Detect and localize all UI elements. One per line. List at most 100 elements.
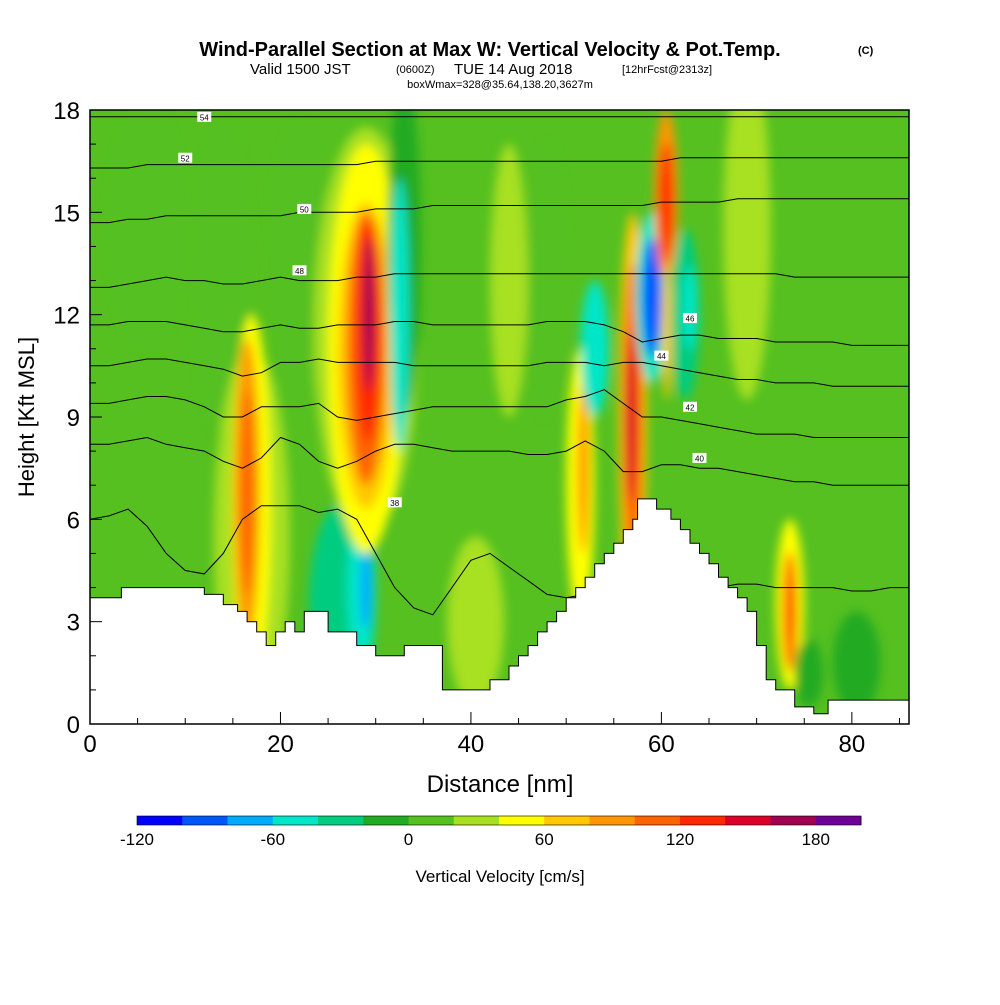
colorbar-tick-label: 120 xyxy=(666,830,694,849)
isentrope-label: 48 xyxy=(295,267,304,276)
isentrope-label: 42 xyxy=(686,403,695,412)
colorbar-frame xyxy=(136,815,862,826)
isentrope-label-bg xyxy=(197,111,212,122)
colorbar-tick-label: 0 xyxy=(404,830,413,849)
subtitle-forecast: [12hrFcst@2313z] xyxy=(622,64,712,76)
isentrope-label-bg xyxy=(297,203,312,214)
colorbar-swatch xyxy=(589,816,636,825)
colorbar-swatch xyxy=(499,816,545,825)
isentrope-label-bg xyxy=(387,497,402,508)
velocity-cell xyxy=(662,263,672,400)
isentrope-labels: 38 40 42 44 46 48 50 52 54 xyxy=(178,111,707,508)
isentrope-line xyxy=(90,157,909,169)
y-tick-label: 0 xyxy=(67,712,80,739)
isentrope-line xyxy=(90,505,909,616)
colorbar-tick-label: 60 xyxy=(535,830,554,849)
x-tick-label: 60 xyxy=(648,731,675,758)
velocity-cell xyxy=(194,127,252,435)
velocity-cell xyxy=(363,237,375,392)
isentrope-label: 50 xyxy=(300,205,309,214)
isentrope-label: 54 xyxy=(200,113,209,122)
velocity-cell xyxy=(642,237,662,358)
colorbar-swatch xyxy=(363,816,409,825)
isentrope-label: 38 xyxy=(390,499,399,508)
y-axis: 0 3 6 9 12 15 18 xyxy=(53,98,102,739)
colorbar-swatch xyxy=(544,816,590,825)
colorbar-swatch xyxy=(227,816,274,825)
y-tick-label: 9 xyxy=(67,405,80,432)
y-axis-label: Height [Kft MSL] xyxy=(14,337,39,497)
isentrope-label: 40 xyxy=(695,454,704,463)
velocity-cell xyxy=(240,389,254,595)
velocity-cell xyxy=(389,178,410,452)
isentrope-line xyxy=(90,389,909,438)
velocity-cell xyxy=(723,110,771,400)
colorbar-swatch xyxy=(815,816,862,825)
velocity-cell xyxy=(832,611,881,714)
y-tick-label: 18 xyxy=(53,98,80,125)
velocity-cell xyxy=(782,551,798,672)
subtitle-valid: Valid 1500 JST xyxy=(250,61,351,78)
y-tick-label: 12 xyxy=(53,303,80,330)
colorbar-swatch xyxy=(318,816,364,825)
colorbar-label: Vertical Velocity [cm/s] xyxy=(415,867,584,886)
chart-title: Wind-Parallel Section at Max W: Vertical… xyxy=(199,39,780,61)
velocity-cell xyxy=(580,280,610,417)
colorbar-swatch xyxy=(680,816,726,825)
colorbar-swatch xyxy=(408,816,455,825)
isentrope-label-bg xyxy=(178,152,193,163)
x-tick-label: 20 xyxy=(267,731,294,758)
colorbar-tick-label: -120 xyxy=(120,830,154,849)
isentrope-label: 44 xyxy=(657,352,666,361)
velocity-cell xyxy=(794,638,824,707)
isentrope-line xyxy=(90,198,909,224)
isentrope-line xyxy=(90,273,909,288)
chart-title-suffix: (C) xyxy=(858,45,874,57)
velocity-cell xyxy=(577,382,590,554)
y-tick-label: 15 xyxy=(53,200,80,227)
isentrope-label: 46 xyxy=(686,315,695,324)
colorbar-swatch xyxy=(182,816,228,825)
isentrope-line xyxy=(90,358,909,387)
terrain-mask xyxy=(90,498,909,724)
x-tick-label: 40 xyxy=(458,731,485,758)
velocity-field xyxy=(109,110,881,724)
colorbar-swatch xyxy=(453,816,500,825)
isentrope-label-bg xyxy=(692,452,707,463)
y-tick-label: 3 xyxy=(67,610,80,637)
colorbar-swatch xyxy=(725,816,771,825)
isentrope-label-bg xyxy=(292,265,307,276)
isentrope-label: 52 xyxy=(181,154,190,163)
subtitle-utc: (0600Z) xyxy=(396,64,435,76)
isentrope-line xyxy=(90,436,909,486)
isentrope-line xyxy=(90,321,909,346)
velocity-cell xyxy=(625,331,637,503)
velocity-cell xyxy=(528,144,567,418)
colorbar-tick-label: 180 xyxy=(802,830,830,849)
colorbar-swatch xyxy=(137,816,183,825)
colorbar-swatch xyxy=(634,816,681,825)
velocity-cell xyxy=(109,110,186,349)
box-info: boxWmax=328@35.64,138.20,3627m xyxy=(407,79,593,91)
velocity-cell xyxy=(360,544,372,631)
x-tick-label: 0 xyxy=(83,731,96,758)
isentrope-label-bg xyxy=(682,401,697,412)
velocity-cell xyxy=(489,144,529,418)
colorbar-swatch xyxy=(770,816,817,825)
isentrope-contours xyxy=(90,116,909,616)
velocity-cell xyxy=(682,265,698,351)
colorbar: -120 -60 0 60 120 180 xyxy=(120,815,862,849)
plot-area: 38 40 42 44 46 48 50 52 54 xyxy=(90,110,909,724)
velocity-cell xyxy=(447,536,505,707)
x-axis-label: Distance [nm] xyxy=(427,771,574,798)
x-tick-label: 80 xyxy=(839,731,866,758)
subtitle-date: TUE 14 Aug 2018 xyxy=(454,61,572,78)
colorbar-swatch xyxy=(272,816,319,825)
colorbar-tick-label: -60 xyxy=(260,830,285,849)
isentrope-label-bg xyxy=(682,313,697,324)
y-tick-label: 6 xyxy=(67,507,80,534)
x-axis: 0 20 40 60 80 xyxy=(83,712,900,758)
isentrope-label-bg xyxy=(654,350,669,361)
